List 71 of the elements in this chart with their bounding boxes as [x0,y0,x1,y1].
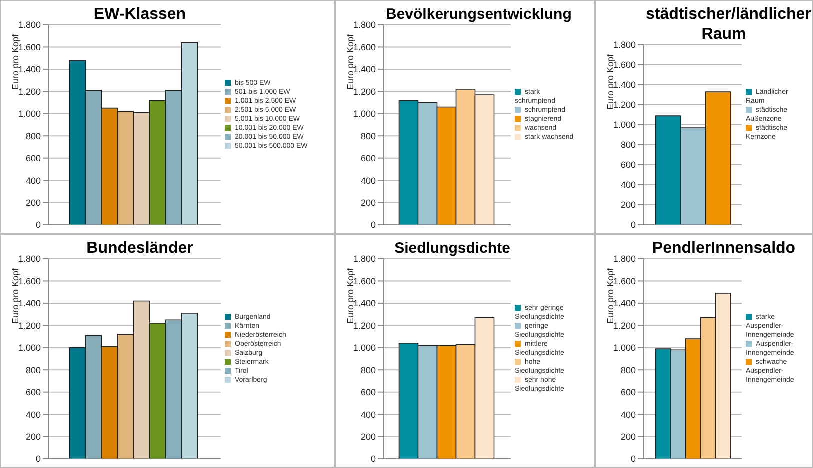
y-tick-label: 200 [620,432,636,442]
y-tick-label: 600 [360,388,376,398]
y-tick-label: 200 [26,198,41,208]
y-tick-label: 200 [26,432,41,442]
y-tick-label: 1.000 [353,343,376,354]
chart-title: Bevölkerungsentwicklung [386,5,572,25]
y-tick-label: 400 [26,176,41,186]
y-tick-label: 800 [620,140,636,150]
y-tick-label: 600 [620,388,636,398]
y-tick-label: 1.000 [18,109,41,120]
y-axis-title: Euro pro Kopf [10,268,20,324]
y-tick-label: 1.000 [613,343,636,354]
y-tick-label: 1.800 [613,254,636,264]
y-tick-label: 1.000 [353,109,376,120]
chart-title: EW-Klassen [92,5,188,25]
y-tick-label: 1.400 [18,64,41,75]
y-tick-label: 0 [630,220,636,230]
y-tick-label: 800 [26,131,41,142]
y-tick-label: 600 [26,388,41,398]
y-tick-label: 1.000 [18,343,41,354]
y-tick-label: 200 [360,198,376,208]
y-tick-label: 0 [370,220,376,230]
chart-title: Bundesländer [86,239,194,259]
y-tick-label: 1.200 [613,320,636,331]
y-tick-label: 1.400 [353,298,376,309]
chart-title: PendlerInnensaldo [651,239,797,259]
y-tick-label: 1.800 [353,254,376,264]
y-tick-label: 600 [26,154,41,164]
y-tick-label: 800 [360,131,376,142]
y-tick-label: 400 [360,410,376,420]
y-tick-label: 1.800 [18,254,41,264]
y-tick-label: 0 [370,454,376,464]
y-tick-label: 1.600 [18,276,41,286]
y-tick-label: 0 [36,454,41,464]
y-tick-label: 400 [620,180,636,190]
y-axis-title: Euro pro Kopf [345,34,356,90]
y-tick-label: 1.200 [353,320,376,331]
y-tick-label: 1.200 [353,86,376,97]
y-tick-label: 1.400 [18,298,41,309]
y-tick-label: 600 [360,154,376,164]
y-tick-label: 1.600 [18,42,41,52]
y-tick-label: 1.400 [353,64,376,75]
chart-title: städtischer/ländlicher Raum [646,5,812,45]
y-tick-label: 1.000 [613,120,636,130]
y-tick-label: 800 [26,365,41,376]
y-tick-label: 1.400 [613,298,636,309]
y-tick-label: 400 [620,410,636,420]
y-tick-label: 200 [360,432,376,442]
y-tick-label: 800 [620,365,636,376]
y-tick-label: 800 [360,365,376,376]
y-tick-label: 1.200 [613,100,636,110]
y-axis-title: Euro pro Kopf [605,54,616,110]
y-axis-title: Euro pro Kopf [605,268,616,324]
y-tick-label: 1.800 [18,20,41,30]
y-tick-label: 200 [620,200,636,210]
y-tick-label: 600 [620,160,636,170]
y-tick-label: 1.800 [613,40,636,50]
y-axis-title: Euro pro Kopf [345,268,356,324]
y-tick-label: 1.400 [613,80,636,90]
y-tick-label: 400 [360,176,376,186]
y-axis-title: Euro pro Kopf [10,34,20,90]
y-tick-label: 0 [630,454,636,464]
y-tick-label: 1.200 [18,320,41,331]
y-tick-label: 1.600 [353,42,376,52]
chart-title: Siedlungsdichte [394,239,512,259]
y-tick-label: 1.600 [353,276,376,286]
y-tick-label: 1.600 [613,276,636,286]
y-tick-label: 1.200 [18,86,41,97]
y-tick-label: 0 [36,220,41,230]
y-tick-label: 1.800 [353,20,376,30]
y-tick-label: 400 [26,410,41,420]
